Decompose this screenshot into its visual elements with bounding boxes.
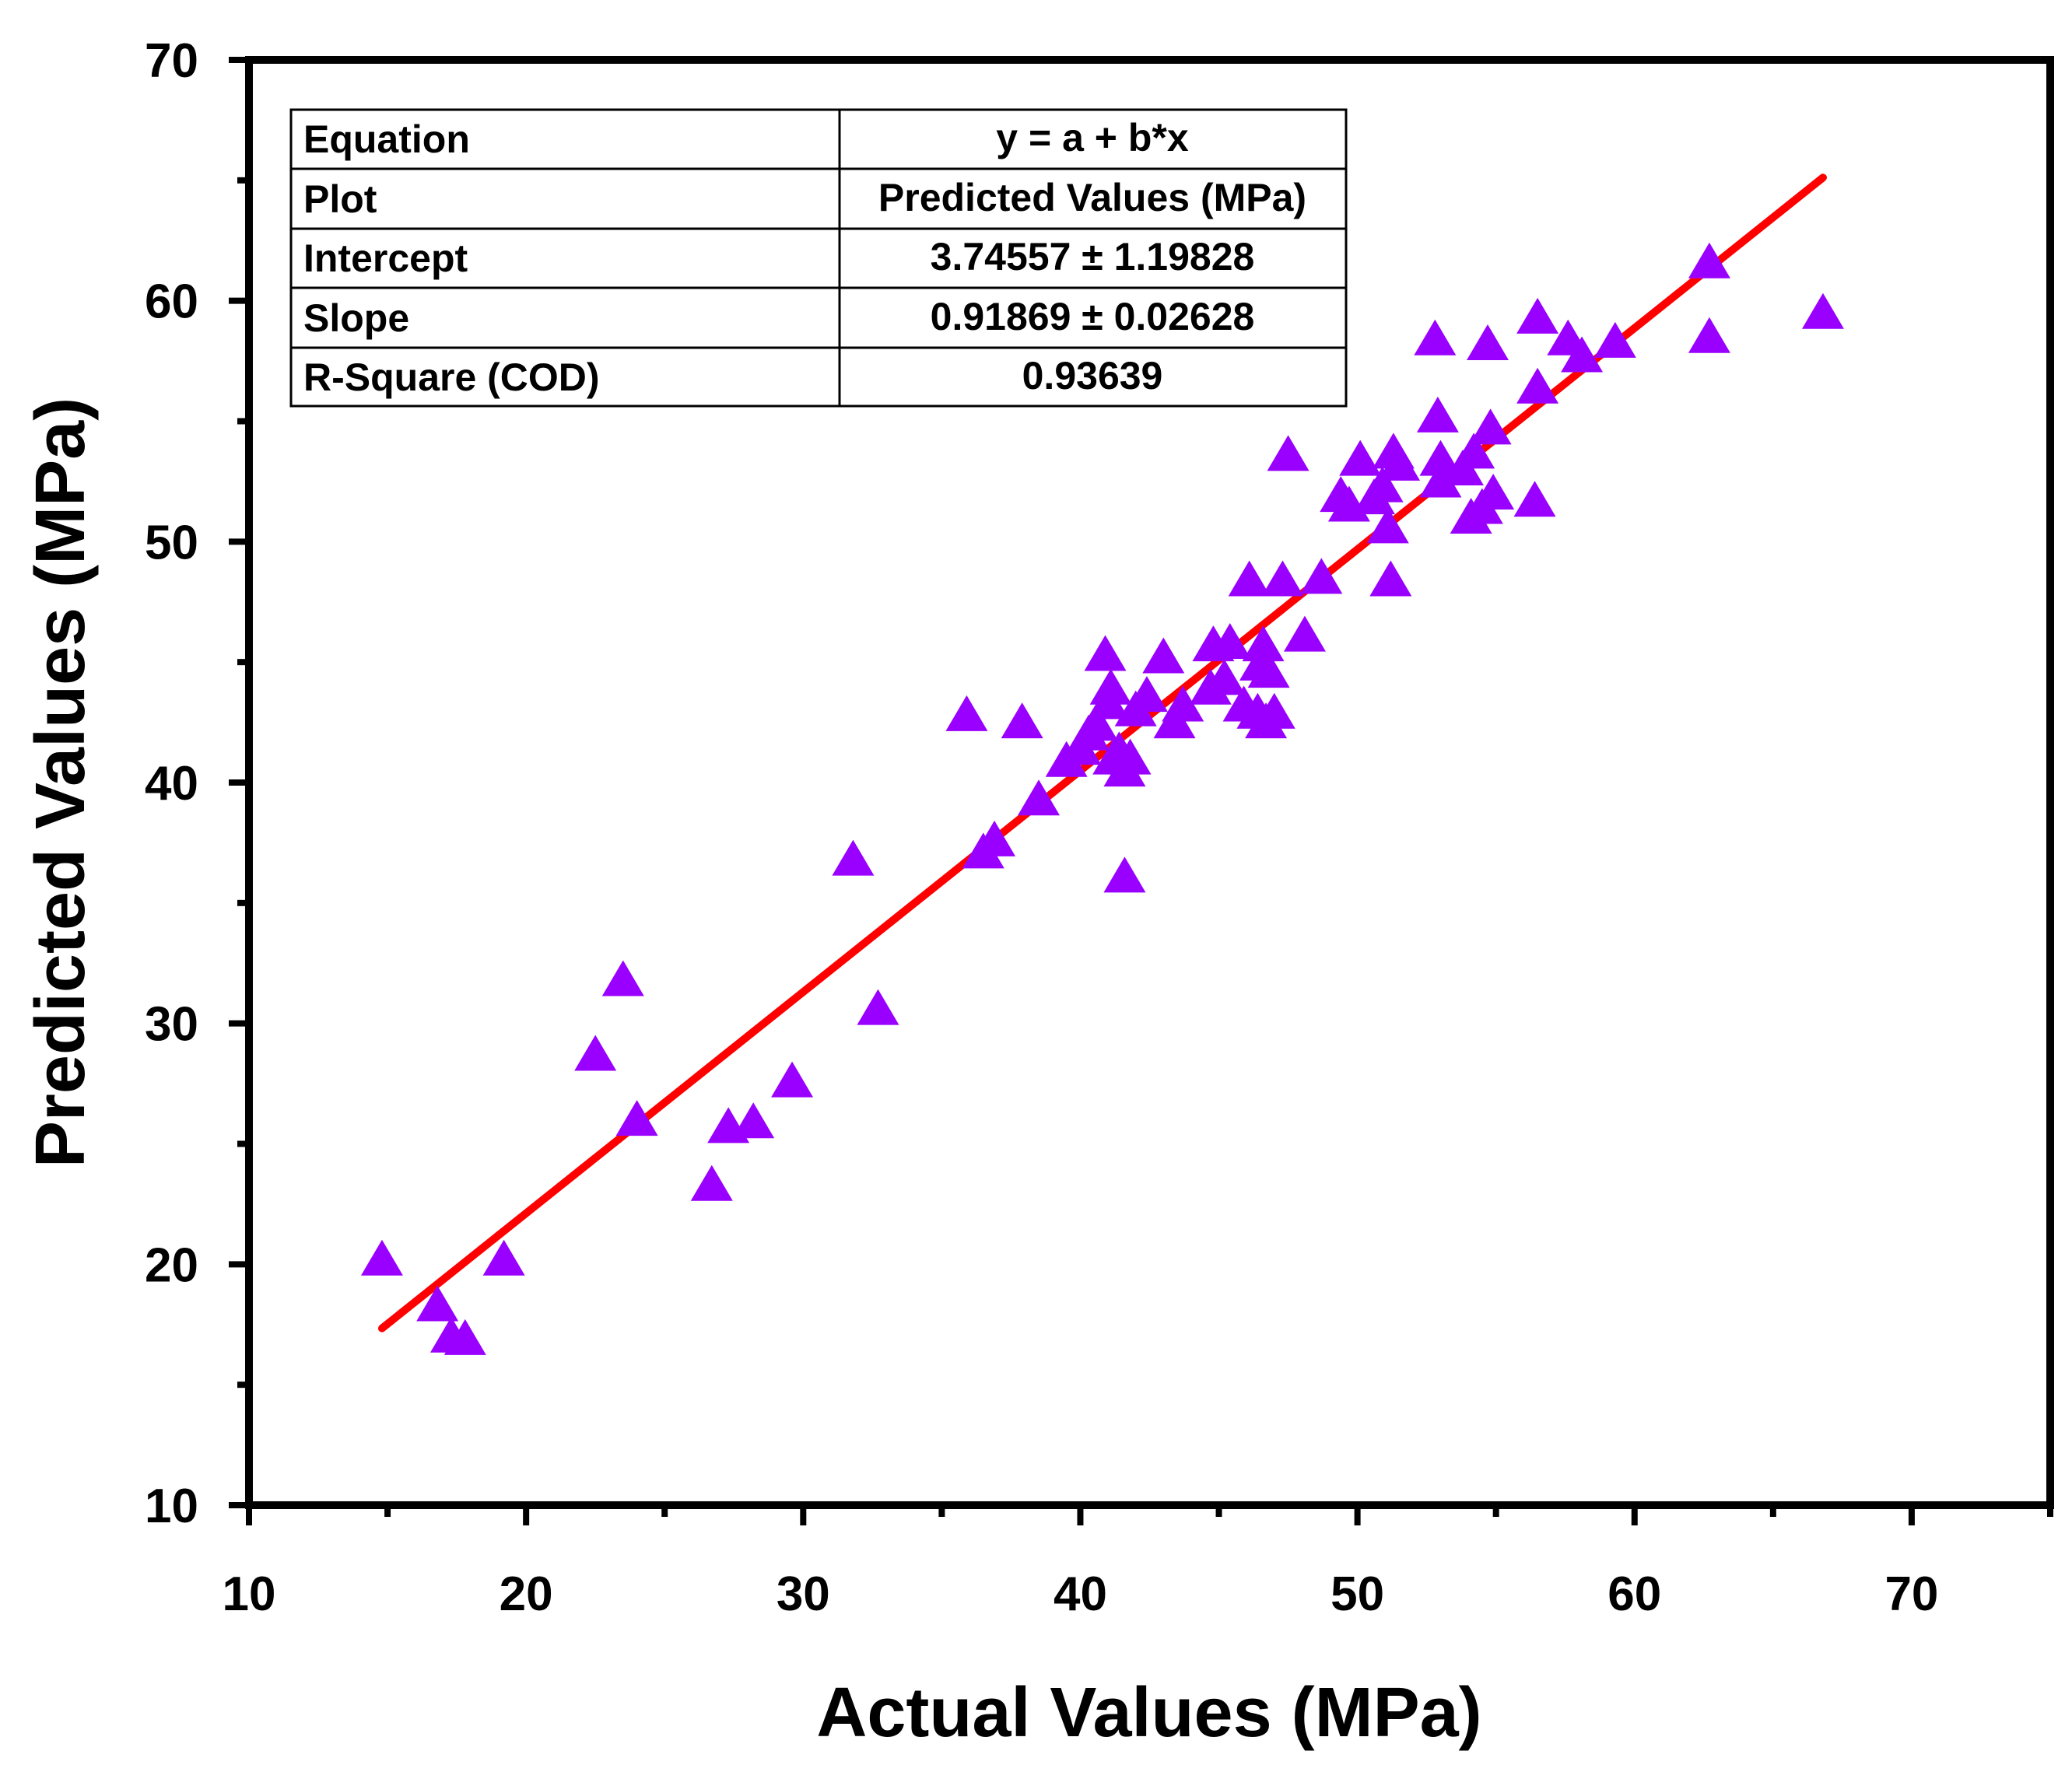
data-point — [1300, 558, 1343, 594]
data-point — [1208, 622, 1251, 659]
data-point — [1142, 637, 1185, 674]
x-axis-title: Actual Values (MPa) — [816, 1674, 1481, 1752]
x-tick-label: 40 — [1054, 1567, 1107, 1621]
data-point — [1261, 560, 1304, 597]
data-point — [1378, 444, 1421, 481]
y-axis-title: Predicted Values (MPa) — [22, 397, 100, 1168]
data-point — [1242, 625, 1285, 662]
axis-ticks — [229, 57, 2053, 1525]
data-points — [360, 242, 1844, 1355]
data-point — [945, 695, 988, 731]
data-point — [1561, 336, 1604, 373]
x-tick-label: 60 — [1607, 1567, 1661, 1621]
data-point — [1267, 435, 1309, 471]
data-point — [1688, 242, 1730, 278]
data-point — [832, 839, 875, 876]
data-point — [1801, 292, 1844, 329]
y-tick-label: 20 — [145, 1238, 198, 1292]
y-tick-label: 30 — [145, 998, 198, 1052]
x-tick-label: 30 — [777, 1567, 830, 1621]
data-point — [1018, 779, 1061, 816]
data-point — [1103, 856, 1146, 893]
data-point — [482, 1239, 525, 1276]
stats-value-r-square: 0.93639 — [1022, 354, 1163, 397]
data-point — [1369, 560, 1412, 597]
data-point — [1162, 685, 1204, 722]
data-point — [1419, 461, 1462, 498]
data-point — [1513, 481, 1556, 517]
data-point — [1109, 738, 1152, 775]
stats-table: Equation y = a + b*x Plot Predicted Valu… — [289, 108, 1348, 408]
data-point — [732, 1102, 775, 1139]
data-point — [1001, 702, 1043, 739]
data-point — [1453, 432, 1495, 469]
data-point — [443, 1318, 486, 1355]
data-point — [1419, 439, 1462, 476]
data-point — [973, 820, 1016, 856]
y-tick-label: 50 — [145, 516, 198, 569]
data-point — [416, 1285, 459, 1322]
data-point — [574, 1035, 617, 1071]
stats-value-equation: y = a + b*x — [996, 116, 1189, 159]
stats-label-equation: Equation — [303, 117, 470, 161]
stats-label-intercept: Intercept — [303, 236, 468, 280]
data-point — [1361, 466, 1404, 503]
data-point — [601, 960, 644, 996]
data-point — [1416, 396, 1459, 432]
data-point — [1467, 324, 1509, 360]
axis-tick-labels: 10 20 30 40 50 60 70 10 20 30 40 50 60 70 — [145, 34, 1938, 1621]
data-point — [771, 1061, 814, 1098]
data-point — [1228, 560, 1271, 597]
y-tick-label: 70 — [145, 34, 198, 88]
stats-value-intercept: 3.74557 ± 1.19828 — [931, 235, 1255, 278]
data-point — [1516, 367, 1559, 404]
x-tick-label: 20 — [500, 1567, 553, 1621]
stats-value-slope: 0.91869 ± 0.02628 — [931, 295, 1255, 338]
data-point — [1593, 321, 1636, 358]
data-point — [1247, 652, 1290, 688]
data-point — [615, 1100, 658, 1136]
stats-label-plot: Plot — [303, 177, 377, 221]
x-tick-label: 50 — [1330, 1567, 1384, 1621]
y-tick-label: 60 — [145, 275, 198, 329]
data-point — [1688, 317, 1730, 353]
data-point — [1472, 473, 1515, 510]
stats-table-border — [289, 108, 1348, 408]
stats-label-slope: Slope — [303, 296, 409, 340]
data-point — [1084, 635, 1127, 671]
data-point — [1339, 439, 1382, 476]
data-point — [857, 989, 899, 1025]
data-point — [1075, 705, 1118, 741]
data-point — [1516, 297, 1559, 334]
data-point — [1366, 507, 1409, 544]
x-tick-label: 10 — [223, 1567, 276, 1621]
x-tick-label: 70 — [1884, 1567, 1938, 1621]
stats-label-r-square: R-Square (COD) — [303, 355, 600, 399]
data-point — [1253, 692, 1295, 729]
y-tick-label: 40 — [145, 757, 198, 811]
stats-value-plot: Predicted Values (MPa) — [878, 176, 1306, 219]
data-point — [690, 1164, 733, 1201]
data-point — [360, 1239, 403, 1276]
data-point — [1203, 659, 1246, 695]
data-point — [1125, 676, 1168, 713]
y-tick-label: 10 — [145, 1480, 198, 1533]
data-point — [1283, 615, 1326, 652]
data-point — [1089, 668, 1132, 705]
data-point — [1414, 319, 1457, 355]
data-point — [1469, 408, 1512, 445]
